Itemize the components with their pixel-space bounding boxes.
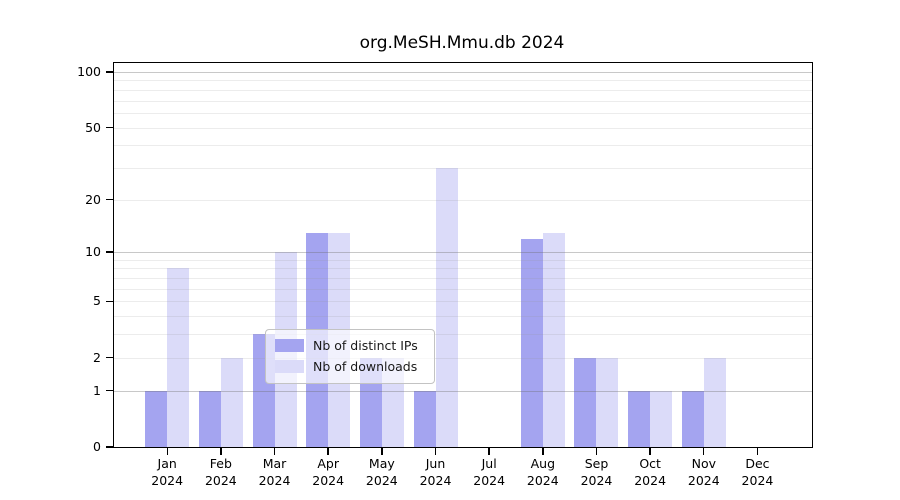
- minor-gridline: [114, 80, 812, 82]
- x-axis-tick: [756, 447, 759, 455]
- x-axis-tick: [273, 447, 276, 455]
- legend-row-downloads: Nb of downloads: [275, 356, 425, 377]
- bar-distinct-ips: [628, 390, 651, 447]
- x-axis-tick: [166, 447, 168, 455]
- plot-area: 0 1 2 5 10 20 50 100 Jan 2024 Feb 2024 Mar 2024 Apr…: [77, 62, 813, 488]
- major-gridline: [114, 252, 812, 254]
- bar-downloads: [650, 390, 673, 447]
- y-axis-tick: [106, 446, 114, 448]
- x-tick-label: Nov 2024: [687, 456, 720, 488]
- y-axis-tick: [106, 300, 114, 303]
- x-tick-label: Mar 2024: [258, 456, 291, 488]
- x-tick-label: Sep 2024: [580, 456, 613, 488]
- minor-gridline: [114, 199, 812, 201]
- minor-gridline: [114, 100, 812, 102]
- bar-downloads: [596, 357, 619, 447]
- y-axis-tick: [106, 71, 114, 73]
- x-axis-tick: [434, 447, 437, 455]
- x-axis-tick: [703, 447, 705, 455]
- minor-gridline: [114, 112, 812, 114]
- minor-gridline: [114, 288, 812, 290]
- y-axis-tick: [106, 251, 114, 253]
- bar-distinct-ips: [574, 357, 597, 447]
- legend-label-distinct-ips: Nb of distinct IPs: [313, 338, 418, 353]
- x-axis-tick: [595, 447, 598, 455]
- bar-distinct-ips: [145, 390, 168, 447]
- x-tick-label: May 2024: [365, 456, 398, 488]
- minor-gridline: [114, 278, 812, 280]
- bar-distinct-ips: [413, 390, 436, 447]
- x-tick-label: Jan 2024: [151, 456, 184, 488]
- bar-distinct-ips: [198, 390, 221, 447]
- bar-distinct-ips: [681, 390, 704, 447]
- x-axis-tick: [649, 447, 651, 455]
- y-tick-label: 100: [77, 63, 101, 79]
- y-tick-label: 1: [93, 382, 101, 398]
- legend-row-distinct-ips: Nb of distinct IPs: [275, 335, 425, 356]
- minor-gridline: [114, 334, 812, 336]
- bar-distinct-ips: [520, 238, 543, 447]
- y-tick-label: 10: [85, 244, 101, 260]
- x-axis-tick: [542, 447, 544, 455]
- y-axis-tick: [106, 357, 114, 359]
- legend-label-downloads: Nb of downloads: [313, 359, 418, 374]
- y-tick-label: 5: [93, 293, 101, 309]
- x-tick-label: Jul 2024: [473, 456, 506, 488]
- y-tick-label: 0: [93, 439, 101, 454]
- x-tick-label: Oct 2024: [634, 456, 667, 488]
- y-tick-label: 20: [85, 191, 101, 207]
- minor-gridline: [114, 259, 812, 261]
- legend-swatch-downloads: [275, 360, 304, 373]
- x-axis-tick: [220, 447, 222, 455]
- bar-downloads: [703, 357, 726, 447]
- y-tick-label: 50: [85, 119, 101, 135]
- minor-gridline: [114, 89, 812, 91]
- x-tick-label: Apr 2024: [312, 456, 345, 488]
- y-axis-tick: [106, 389, 114, 392]
- x-axis-tick: [327, 447, 329, 455]
- bar-downloads: [167, 268, 190, 447]
- bar-downloads: [435, 167, 458, 447]
- y-axis-tick: [106, 126, 114, 129]
- legend: Nb of distinct IPs Nb of downloads: [265, 329, 435, 384]
- minor-gridline: [114, 127, 812, 129]
- y-tick-label: 2: [93, 349, 101, 365]
- minor-gridline: [114, 268, 812, 270]
- x-axis-tick: [381, 447, 383, 455]
- major-gridline: [114, 71, 812, 73]
- minor-gridline: [114, 316, 812, 318]
- minor-gridline: [114, 145, 812, 147]
- minor-gridline: [114, 167, 812, 169]
- x-tick-label: Aug 2024: [526, 456, 559, 488]
- x-tick-label: Jun 2024: [419, 456, 452, 488]
- legend-swatch-distinct-ips: [275, 339, 304, 352]
- bar-downloads: [542, 232, 565, 447]
- minor-gridline: [114, 301, 812, 303]
- x-tick-label: Dec 2024: [741, 456, 774, 488]
- bar-downloads: [220, 357, 243, 447]
- chart-title: org.MeSH.Mmu.db 2024: [359, 33, 565, 53]
- y-axis-tick: [106, 198, 114, 201]
- x-axis-tick: [488, 447, 490, 455]
- x-tick-label: Feb 2024: [204, 456, 237, 488]
